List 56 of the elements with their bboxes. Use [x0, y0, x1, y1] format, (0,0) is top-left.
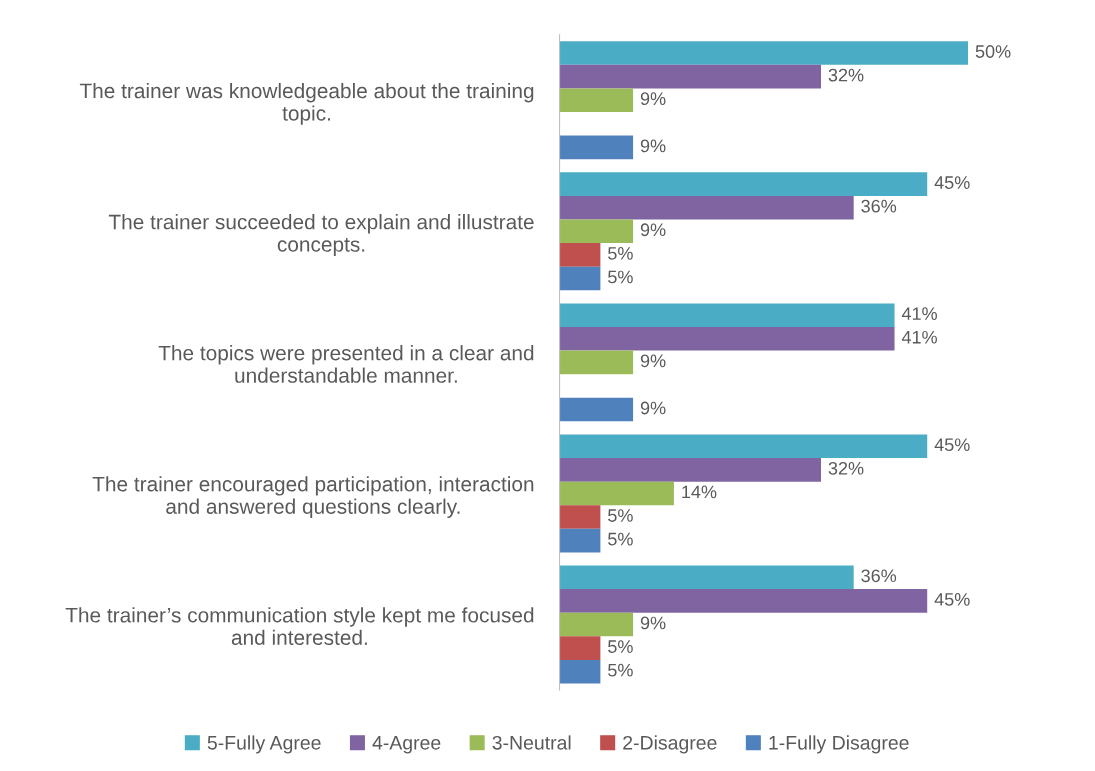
data-label: 9%: [640, 354, 666, 368]
data-label: 50%: [975, 45, 1011, 58]
bar: [559, 528, 601, 553]
bar: [559, 434, 928, 459]
bar: [559, 303, 895, 327]
bar: [559, 481, 674, 506]
bar: [559, 243, 601, 267]
data-label: 36%: [861, 199, 897, 213]
data-label: 5%: [608, 663, 633, 677]
legend-label: 5-Fully Agree: [207, 735, 321, 754]
data-label: 5%: [608, 247, 633, 260]
bar: [559, 266, 601, 291]
data-label: 45%: [934, 593, 970, 606]
bar: [559, 88, 634, 113]
bar: [559, 589, 928, 613]
legend-label: 4-Agree: [372, 736, 441, 754]
bar: [559, 350, 634, 375]
bar: [559, 135, 634, 160]
data-label: 45%: [934, 438, 970, 452]
bar: [559, 219, 634, 244]
legend-label: 1-Fully Disagree: [769, 735, 909, 754]
data-label: 5%: [608, 509, 633, 522]
data-label: 32%: [828, 68, 864, 82]
data-label: 9%: [640, 139, 666, 153]
bar: [559, 172, 928, 196]
data-label: 9%: [640, 223, 666, 237]
legend-label: 3-Neutral: [492, 735, 571, 750]
legend-label: 2-Disagree: [623, 735, 717, 754]
data-label: 5%: [608, 270, 633, 284]
y-tick-label: The trainer succeeded to explain and illustrate concepts.: [108, 214, 534, 256]
bar: [559, 659, 601, 684]
bar: [559, 505, 601, 529]
y-tick-label: The topics were presented in a clear and understandable manner.: [158, 345, 534, 383]
data-label: 36%: [861, 569, 897, 583]
data-label: 32%: [828, 461, 864, 475]
bar: [559, 458, 821, 482]
data-label: 9%: [640, 92, 666, 106]
data-label: 41%: [901, 307, 937, 320]
bar: [559, 565, 854, 590]
bar: [559, 612, 634, 637]
data-label: 45%: [934, 176, 970, 189]
bar: [559, 397, 634, 422]
y-tick-label: The trainer’s communication style kept me focused and interested.: [65, 607, 534, 645]
data-label: 41%: [901, 330, 937, 344]
data-label: 5%: [608, 532, 633, 546]
data-label: 9%: [640, 616, 666, 630]
bar: [559, 41, 969, 65]
y-tick-label: The trainer encouraged participation, interaction and answered questions clearly.: [92, 476, 534, 519]
data-label: 14%: [682, 485, 717, 499]
y-tick-label: The trainer was knowledgeable about the training topic.: [79, 82, 534, 125]
bar: [559, 326, 895, 351]
data-label: 9%: [640, 401, 666, 415]
bar: [559, 195, 854, 220]
data-label: 5%: [608, 640, 633, 653]
bar: [559, 636, 601, 660]
bar: [559, 64, 821, 89]
